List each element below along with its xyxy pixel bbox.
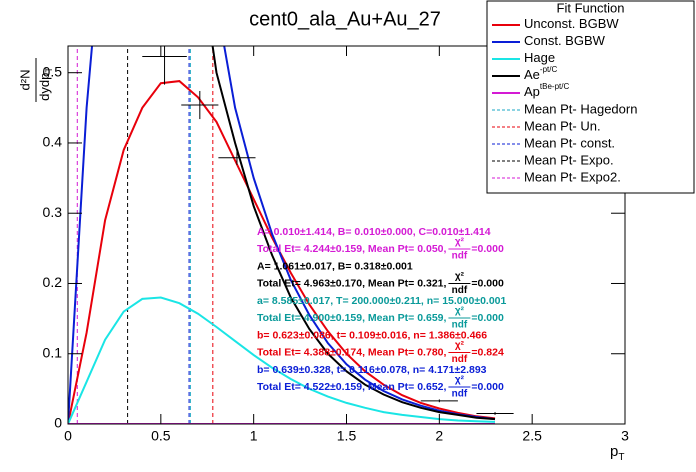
legend-label: AptBe-pt/C: [524, 82, 569, 99]
annotation-params: b= 0.639±0.328, t= 0.116±0.078, n= 4.171…: [257, 364, 487, 376]
legend-label: Mean Pt- Un.: [524, 118, 601, 133]
y-tick-label: 0: [54, 415, 62, 431]
x-tick-label: 1.5: [337, 428, 357, 444]
annotation-result: =0.000: [471, 381, 504, 393]
y-label-den: dydpT: [37, 67, 54, 101]
annotation-totals: Total Et= 4.244±0.159, Mean Pt= 0.050,: [257, 243, 446, 255]
x-tick-label: 2: [435, 428, 443, 444]
x-tick-label: 0: [64, 428, 72, 444]
annotation-result: =0.000: [471, 243, 504, 255]
y-label-num: d²N: [17, 70, 32, 91]
annotation-ndf: ndf: [452, 354, 468, 365]
x-axis-label: pT: [610, 443, 624, 463]
y-tick-label: 0.5: [43, 63, 63, 79]
fit-curve: [68, 46, 496, 424]
annotation-chi: χ²: [455, 306, 465, 317]
plot-area: [68, 46, 514, 424]
x-label-sub: T: [618, 452, 624, 463]
annotation-ndf: ndf: [452, 320, 468, 331]
y-tick-label: 0.4: [43, 134, 63, 150]
legend-label: Ae-pt/C: [524, 65, 557, 82]
x-tick-label: 0.5: [151, 428, 171, 444]
annotation-params: A= 0.010±1.414, B= 0.010±0.000, C=0.010±…: [257, 226, 491, 238]
annotation-params: a= 8.585±0.017, T= 200.000±0.211, n= 15.…: [257, 295, 507, 307]
annotation-chi: χ²: [455, 271, 465, 282]
legend-name: Unconst. BGBW: [524, 16, 619, 31]
annotation-ndf: ndf: [452, 389, 468, 400]
annotation-totals: Total Et= 4.900±0.159, Mean Pt= 0.659,: [257, 312, 446, 324]
annotation-totals: Total Et= 4.388±0.174, Mean Pt= 0.780,: [257, 346, 446, 358]
annotation-chi: χ²: [455, 375, 465, 386]
annotation-params: b= 0.623±0.086, t= 0.109±0.016, n= 1.386…: [257, 329, 487, 341]
legend-box: [486, 0, 695, 194]
legend-name: Ap: [524, 84, 540, 99]
x-tick-label: 1: [250, 428, 258, 444]
y-label-den-main: dydp: [37, 73, 52, 101]
legend-label: Mean Pt- Hagedorn: [524, 101, 637, 116]
legend-name: Const. BGBW: [524, 33, 606, 48]
annotation-result: =0.000: [471, 312, 504, 324]
y-axis-label: d²N dydpT: [17, 58, 54, 102]
legend-label: Unconst. BGBW: [524, 16, 619, 31]
annotation-result: =0.824: [471, 346, 504, 358]
chart-title: cent0_ala_Au+Au_27: [249, 8, 441, 30]
fit-curve: [68, 296, 496, 424]
y-tick-label: 0.2: [43, 274, 63, 290]
legend-name: Ae: [524, 67, 540, 82]
annotation-params: A= 1.061±0.017, B= 0.318±0.001: [257, 260, 413, 272]
annotation-chi: χ²: [455, 237, 465, 248]
x-tick-label: 2.5: [522, 428, 542, 444]
x-tick-label: 3: [621, 428, 629, 444]
annotation-ndf: ndf: [452, 251, 468, 262]
legend-sup: tBe-pt/C: [540, 82, 570, 91]
legend-label: Const. BGBW: [524, 33, 606, 48]
legend-label: Mean Pt- Expo2.: [524, 169, 621, 184]
annotation-chi: χ²: [455, 340, 465, 351]
legend-sup: -pt/C: [540, 65, 558, 74]
annotation-totals: Total Et= 4.963±0.170, Mean Pt= 0.321,: [257, 277, 446, 289]
y-tick-label: 0.1: [43, 344, 63, 360]
x-label-main: p: [610, 443, 618, 460]
annotation-ndf: ndf: [452, 285, 468, 296]
legend-name: Hage: [524, 50, 555, 65]
legend-title: Fit Function: [557, 0, 625, 15]
legend-label: Mean Pt- Expo.: [524, 152, 614, 167]
legend-label: Mean Pt- const.: [524, 135, 615, 150]
legend-label: Hage: [524, 50, 555, 65]
y-tick-label: 0.3: [43, 204, 63, 220]
annotation-result: =0.000: [471, 277, 504, 289]
fit-curve: [211, 46, 496, 421]
annotation-totals: Total Et= 4.522±0.159, Mean Pt= 0.652,: [257, 381, 446, 393]
y-label-den-sub: T: [44, 67, 54, 73]
